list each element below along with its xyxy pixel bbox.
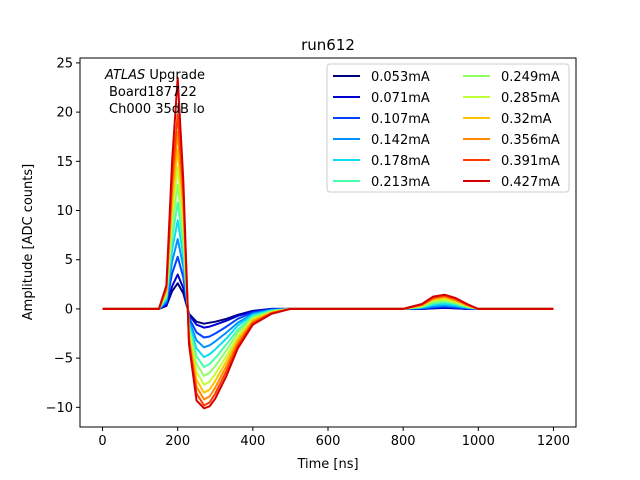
series-line xyxy=(102,201,554,368)
series-line xyxy=(102,183,554,377)
annotation-line-1: ATLAS Upgrade xyxy=(104,68,205,83)
legend-entries: 0.053mA 0.071mA 0.107mA 0.142mA 0.178mA 0.213… xyxy=(333,70,560,190)
x-tick-label: 1000 xyxy=(462,434,495,449)
y-tick-label: 20 xyxy=(56,106,73,121)
series-line xyxy=(102,166,554,386)
chart-title: run612 xyxy=(301,36,355,54)
x-tick-label: 600 xyxy=(316,434,341,449)
annotation-upgrade: Upgrade xyxy=(145,68,205,83)
annotation-atlas: ATLAS xyxy=(104,68,145,83)
y-tick-label: 25 xyxy=(56,56,73,71)
series-layer xyxy=(102,76,554,410)
x-axis-label: Time [ns] xyxy=(296,457,358,472)
legend-box xyxy=(326,63,570,193)
x-tick-label: 800 xyxy=(391,434,416,449)
legend-label: 0.213mA xyxy=(371,175,430,190)
x-tick-label: 1200 xyxy=(537,434,570,449)
annotation-line-3: Ch000 35dB lo xyxy=(109,102,205,117)
legend-label: 0.249mA xyxy=(501,70,560,85)
x-tick-label: 0 xyxy=(98,434,106,449)
y-tick-label: 15 xyxy=(56,155,73,170)
y-tick-label: 0 xyxy=(65,302,73,317)
legend-label: 0.32mA xyxy=(501,112,552,127)
y-tick-label: 5 xyxy=(65,253,73,268)
y-tick-label: −10 xyxy=(46,401,73,416)
legend-label: 0.356mA xyxy=(501,133,560,148)
atlas-annotation: ATLAS Upgrade Board187722 Ch000 35dB lo xyxy=(104,68,205,117)
legend-label: 0.142mA xyxy=(371,133,430,148)
legend: 0.053mA 0.071mA 0.107mA 0.142mA 0.178mA 0.213… xyxy=(326,63,570,193)
legend-label: 0.427mA xyxy=(501,175,560,190)
legend-label: 0.391mA xyxy=(501,154,560,169)
legend-label: 0.285mA xyxy=(501,91,560,106)
x-tick-label: 200 xyxy=(165,434,190,449)
x-axis: 0 200 400 600 800 1000 1200 xyxy=(98,427,570,449)
y-tick-label: 10 xyxy=(56,204,73,219)
x-tick-label: 400 xyxy=(240,434,265,449)
legend-label: 0.071mA xyxy=(371,91,430,106)
legend-label: 0.178mA xyxy=(371,154,430,169)
y-tick-label: −5 xyxy=(54,352,73,367)
annotation-line-2: Board187722 xyxy=(109,85,197,100)
series-line xyxy=(102,238,554,349)
series-line xyxy=(102,76,554,410)
legend-label: 0.053mA xyxy=(371,70,430,85)
y-axis: −10 −5 0 5 10 15 20 25 xyxy=(46,56,80,416)
y-axis-label: Amplitude [ADC counts] xyxy=(21,164,36,320)
legend-label: 0.107mA xyxy=(371,112,430,127)
series-line xyxy=(102,219,554,359)
